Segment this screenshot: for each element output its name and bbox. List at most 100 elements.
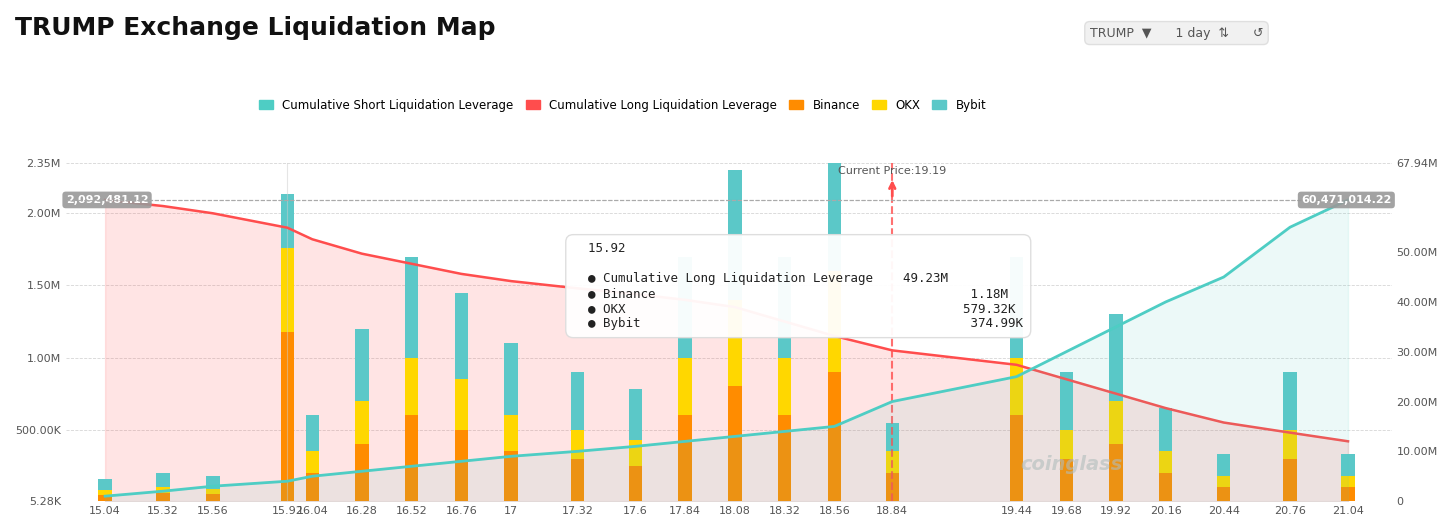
Bar — [679, 415, 692, 502]
Bar — [455, 379, 468, 430]
Bar — [1109, 401, 1123, 444]
Cumulative Short Liquidation Leverage — [1282, 224, 1299, 230]
Bar — [1010, 415, 1023, 502]
Cumulative Long Liquidation Leverage — [1282, 430, 1299, 436]
Text: 2,092,481.12: 2,092,481.12 — [65, 195, 148, 205]
Bar — [777, 357, 792, 415]
Cumulative Short Liquidation Leverage — [883, 398, 901, 405]
Bar — [1059, 459, 1072, 502]
Bar — [99, 490, 112, 495]
Cumulative Long Liquidation Leverage — [677, 297, 695, 303]
Bar — [206, 476, 219, 489]
Bar — [1159, 473, 1173, 502]
Bar — [455, 430, 468, 502]
Cumulative Short Liquidation Leverage — [203, 483, 221, 490]
Cumulative Short Liquidation Leverage — [677, 438, 695, 444]
Bar — [629, 389, 642, 440]
Cumulative Long Liquidation Leverage — [1107, 390, 1125, 397]
Cumulative Short Liquidation Leverage — [776, 428, 793, 434]
Cumulative Short Liquidation Leverage — [626, 443, 644, 450]
Bar — [1283, 430, 1296, 459]
Cumulative Long Liquidation Leverage — [96, 197, 113, 203]
Cumulative Long Liquidation Leverage — [154, 203, 171, 209]
Bar — [728, 300, 741, 387]
Bar — [885, 423, 899, 451]
Bar — [157, 473, 170, 487]
Bar — [355, 329, 369, 401]
Bar — [1010, 256, 1023, 357]
Bar — [1109, 444, 1123, 502]
Bar — [504, 451, 517, 502]
Bar — [405, 256, 418, 357]
Cumulative Long Liquidation Leverage — [353, 251, 371, 257]
Bar — [1283, 459, 1296, 502]
Cumulative Long Liquidation Leverage — [883, 347, 901, 354]
Bar — [828, 271, 841, 372]
Bar — [679, 357, 692, 415]
Cumulative Long Liquidation Leverage — [825, 333, 843, 339]
Cumulative Short Liquidation Leverage — [1340, 197, 1357, 203]
Cumulative Long Liquidation Leverage — [304, 236, 321, 243]
Text: TRUMP Exchange Liquidation Map: TRUMP Exchange Liquidation Map — [15, 16, 495, 40]
Bar — [571, 430, 584, 459]
Cumulative Long Liquidation Leverage — [1008, 362, 1026, 368]
Bar — [885, 473, 899, 502]
Cumulative Short Liquidation Leverage — [353, 468, 371, 474]
Bar — [1218, 476, 1231, 487]
Cumulative Short Liquidation Leverage — [402, 463, 420, 469]
Text: coinglass: coinglass — [1020, 455, 1123, 474]
Cumulative Long Liquidation Leverage — [402, 261, 420, 267]
Cumulative Long Liquidation Leverage — [453, 271, 471, 277]
Bar — [629, 440, 642, 466]
Bar — [728, 387, 741, 502]
Bar — [355, 444, 369, 502]
Bar — [405, 357, 418, 415]
Cumulative Short Liquidation Leverage — [726, 433, 744, 440]
Cumulative Short Liquidation Leverage — [154, 488, 171, 494]
Bar — [777, 256, 792, 357]
Cumulative Short Liquidation Leverage — [568, 448, 586, 455]
Cumulative Long Liquidation Leverage — [1340, 438, 1357, 444]
Cumulative Short Liquidation Leverage — [825, 423, 843, 430]
Bar — [828, 372, 841, 502]
Bar — [280, 194, 294, 248]
Bar — [1283, 372, 1296, 430]
Cumulative Long Liquidation Leverage — [1157, 405, 1174, 412]
Bar — [1059, 430, 1072, 459]
Cumulative Long Liquidation Leverage — [726, 304, 744, 310]
Bar — [157, 487, 170, 493]
Bar — [1341, 487, 1354, 502]
Text: 15.92

  ● Cumulative Long Liquidation Leverage    49.23M
  ● Binance           : 15.92 ● Cumulative Long Liquidation Leve… — [574, 242, 1023, 330]
Cumulative Short Liquidation Leverage — [96, 493, 113, 499]
Bar — [1341, 455, 1354, 476]
Text: TRUMP  ▼      1 day  ⇅      ↺: TRUMP ▼ 1 day ⇅ ↺ — [1090, 27, 1263, 39]
Bar — [1218, 487, 1231, 502]
Bar — [99, 495, 112, 502]
Cumulative Long Liquidation Leverage — [279, 225, 296, 231]
Bar — [571, 459, 584, 502]
Bar — [157, 493, 170, 502]
Cumulative Short Liquidation Leverage — [453, 458, 471, 465]
Bar — [828, 83, 841, 271]
Bar — [305, 473, 320, 502]
Cumulative Short Liquidation Leverage — [1107, 323, 1125, 330]
Bar — [206, 489, 219, 494]
Bar — [777, 415, 792, 502]
Bar — [885, 451, 899, 473]
Cumulative Short Liquidation Leverage — [1008, 373, 1026, 380]
Bar — [728, 170, 741, 300]
Cumulative Short Liquidation Leverage — [1058, 348, 1075, 355]
Line: Cumulative Short Liquidation Leverage: Cumulative Short Liquidation Leverage — [105, 200, 1348, 496]
Bar — [305, 451, 320, 473]
Cumulative Short Liquidation Leverage — [503, 453, 520, 459]
Bar — [504, 343, 517, 415]
Cumulative Short Liquidation Leverage — [279, 478, 296, 484]
Text: Current Price:19.19: Current Price:19.19 — [838, 166, 946, 176]
Cumulative Long Liquidation Leverage — [1058, 376, 1075, 382]
Bar — [280, 332, 294, 502]
Bar — [1341, 476, 1354, 487]
Bar — [1010, 357, 1023, 415]
Bar — [206, 494, 219, 502]
Cumulative Long Liquidation Leverage — [1215, 419, 1232, 426]
Cumulative Long Liquidation Leverage — [568, 285, 586, 292]
